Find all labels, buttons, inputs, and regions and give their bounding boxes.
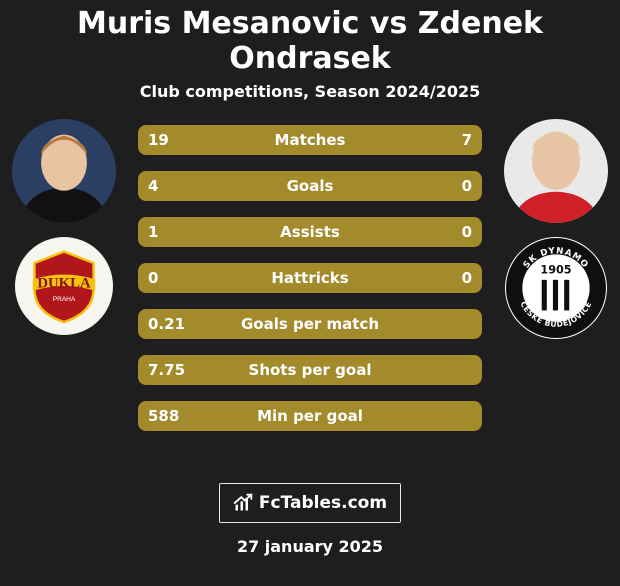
comparison-subtitle: Club competitions, Season 2024/2025 bbox=[0, 82, 620, 101]
stat-row: 588Min per goal bbox=[138, 401, 482, 431]
club-crest-svg: DUKLA PRAHA bbox=[23, 245, 105, 327]
stat-right-value bbox=[408, 309, 472, 339]
stat-row: 0Hattricks0 bbox=[138, 263, 482, 293]
club-crest-svg: SK DYNAMO ČESKÉ BUDĚJOVICE 1905 bbox=[505, 237, 607, 339]
comparison-body: DUKLA PRAHA SK DYNAMO bbox=[0, 119, 620, 459]
brand-box: FcTables.com bbox=[219, 483, 401, 523]
stat-right-value: 7 bbox=[408, 125, 472, 155]
brand-text: FcTables.com bbox=[259, 493, 387, 513]
stat-right-value: 0 bbox=[408, 217, 472, 247]
stat-right-value bbox=[408, 355, 472, 385]
right-player-avatar bbox=[504, 119, 608, 223]
snapshot-date: 27 january 2025 bbox=[0, 537, 620, 556]
left-player-avatar bbox=[12, 119, 116, 223]
stat-bars: 19Matches7 4Goals0 1Assists0 0Hattricks0 0.2… bbox=[138, 125, 482, 431]
svg-text:DUKLA: DUKLA bbox=[37, 276, 91, 292]
stat-right-value bbox=[408, 401, 472, 431]
stat-right-value: 0 bbox=[408, 171, 472, 201]
stat-right-value: 0 bbox=[408, 263, 472, 293]
player-avatar-svg bbox=[12, 119, 116, 223]
stat-row: 4Goals0 bbox=[138, 171, 482, 201]
left-player-column: DUKLA PRAHA bbox=[4, 119, 124, 335]
stat-row: 1Assists0 bbox=[138, 217, 482, 247]
right-player-column: SK DYNAMO ČESKÉ BUDĚJOVICE 1905 bbox=[496, 119, 616, 339]
comparison-title: Muris Mesanovic vs Zdenek Ondrasek bbox=[0, 6, 620, 76]
player-avatar-svg bbox=[504, 119, 608, 223]
svg-text:PRAHA: PRAHA bbox=[53, 296, 76, 303]
left-club-badge: DUKLA PRAHA bbox=[15, 237, 113, 335]
right-club-badge: SK DYNAMO ČESKÉ BUDĚJOVICE 1905 bbox=[505, 237, 607, 339]
chart-arrow-icon bbox=[233, 493, 253, 513]
stat-row: 19Matches7 bbox=[138, 125, 482, 155]
stat-row: 0.21Goals per match bbox=[138, 309, 482, 339]
stat-row: 7.75Shots per goal bbox=[138, 355, 482, 385]
svg-text:1905: 1905 bbox=[540, 264, 571, 277]
